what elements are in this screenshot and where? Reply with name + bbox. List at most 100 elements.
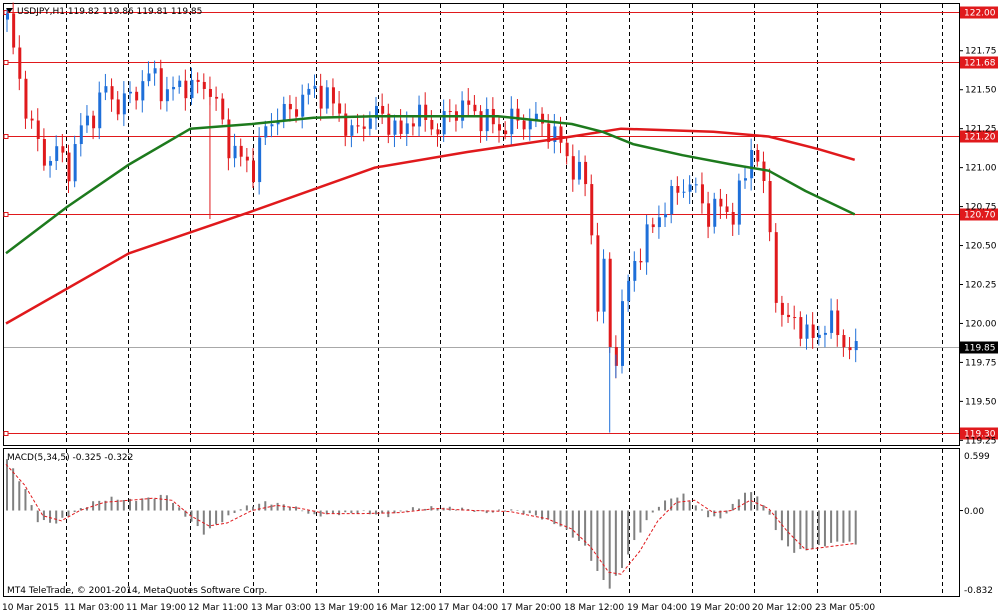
candle-body xyxy=(848,347,852,351)
candle-body xyxy=(442,111,446,135)
candle-body xyxy=(129,91,132,94)
candle-body xyxy=(553,126,557,143)
x-tick-label: 23 Mar 05:00 xyxy=(815,603,875,613)
y-tick-label: 119.25 xyxy=(965,436,997,446)
moving-averages xyxy=(5,114,856,325)
macd-scale-bottom: -0.832 xyxy=(964,586,993,596)
candle-body xyxy=(596,235,600,312)
candle-body xyxy=(682,191,686,193)
candle-body xyxy=(621,301,624,366)
candle-body xyxy=(559,126,563,143)
candle-body xyxy=(688,184,692,192)
macd-label: MACD(5,34,5) -0.325 -0.322 xyxy=(7,453,133,463)
candle-body xyxy=(67,152,71,182)
candle-body xyxy=(381,105,385,114)
candle-body xyxy=(448,111,452,113)
candle-body xyxy=(528,120,532,130)
y-tick-label: 119.75 xyxy=(965,358,997,368)
candle-body xyxy=(42,138,46,166)
candle-body xyxy=(602,258,606,312)
level-tag xyxy=(960,56,998,69)
candle-body xyxy=(608,258,612,348)
y-tick-label: 121.00 xyxy=(965,164,997,174)
candle-body xyxy=(485,108,489,132)
candle-body xyxy=(639,260,643,263)
candle-body xyxy=(135,91,139,101)
candle-body xyxy=(719,198,723,207)
candle-body xyxy=(165,89,169,102)
y-tick-label: 121.75 xyxy=(965,47,997,57)
macd-indicator xyxy=(5,459,963,589)
candle-body xyxy=(737,180,741,225)
y-tick-label: 120.50 xyxy=(965,242,997,252)
x-tick-label: 12 Mar 11:00 xyxy=(188,603,248,613)
candle-body xyxy=(842,335,846,348)
candle-body xyxy=(467,100,471,105)
candle-body xyxy=(768,181,772,233)
ma-line xyxy=(5,127,856,325)
candle-body xyxy=(245,156,249,161)
candle-body xyxy=(750,149,754,179)
candle-body xyxy=(694,184,698,186)
x-tick-label: 10 Mar 2015 xyxy=(2,603,59,613)
candle-body xyxy=(307,88,311,95)
candle-body xyxy=(830,310,834,333)
level-tag-label: 121.68 xyxy=(964,59,996,69)
candle-body xyxy=(104,86,108,93)
y-tick-label: 119.50 xyxy=(965,397,997,407)
candle-body xyxy=(12,13,16,48)
candle-body xyxy=(731,212,735,225)
candle-body xyxy=(288,103,292,110)
y-tick-label: 120.75 xyxy=(965,203,997,213)
candle-body xyxy=(227,119,231,159)
candle-body xyxy=(522,120,526,130)
candle-body xyxy=(184,80,188,99)
candle-body xyxy=(221,98,225,120)
ma-line xyxy=(5,114,856,255)
candle-body xyxy=(473,104,477,112)
candle-body xyxy=(657,217,661,228)
candle-body xyxy=(405,123,409,134)
x-tick-label: 18 Mar 12:00 xyxy=(564,603,624,613)
price-axis: 121.75 121.50 121.25 121.00 120.75 120.50 120.… xyxy=(959,47,997,446)
candle-body xyxy=(811,324,815,338)
candle-body xyxy=(159,68,163,102)
last-price-label: 119.85 xyxy=(964,344,996,354)
candle-body xyxy=(762,161,766,182)
candle-body xyxy=(387,113,391,135)
candle-body xyxy=(79,125,83,145)
x-tick-label: 13 Mar 19:00 xyxy=(314,603,374,613)
macd-signal-line xyxy=(5,463,855,575)
level-tag-label: 121.20 xyxy=(964,133,996,143)
candle-body xyxy=(713,198,717,227)
collapse-triangle-icon[interactable] xyxy=(6,8,13,13)
candle-body xyxy=(356,125,360,127)
candle-body xyxy=(411,123,415,127)
candle-body xyxy=(823,332,827,335)
candle-body xyxy=(744,178,747,181)
price-panel xyxy=(3,3,960,446)
candle-body xyxy=(633,260,637,281)
candle-body xyxy=(516,108,520,121)
x-tick-label: 16 Mar 12:00 xyxy=(376,603,436,613)
candle-body xyxy=(36,120,40,139)
candle-body xyxy=(430,119,434,130)
x-tick-label: 19 Mar 04:00 xyxy=(627,603,687,613)
candle-body xyxy=(424,104,428,120)
candle-body xyxy=(799,317,803,339)
x-tick-label: 17 Mar 20:00 xyxy=(501,603,561,613)
candle-body xyxy=(30,118,34,121)
candle-body xyxy=(707,203,711,227)
candle-body xyxy=(172,86,176,90)
level-tag xyxy=(960,130,998,143)
candle-body xyxy=(282,103,286,121)
x-tick-label: 11 Mar 03:00 xyxy=(64,603,124,613)
candle-body xyxy=(24,78,28,119)
level-handle xyxy=(3,431,9,436)
candle-body xyxy=(92,115,96,129)
candle-body xyxy=(479,111,483,132)
y-tick-label: 121.50 xyxy=(965,86,997,96)
x-tick-label: 17 Mar 04:00 xyxy=(438,603,498,613)
candle-body xyxy=(700,184,704,204)
y-tick-label: 120.25 xyxy=(965,280,997,290)
